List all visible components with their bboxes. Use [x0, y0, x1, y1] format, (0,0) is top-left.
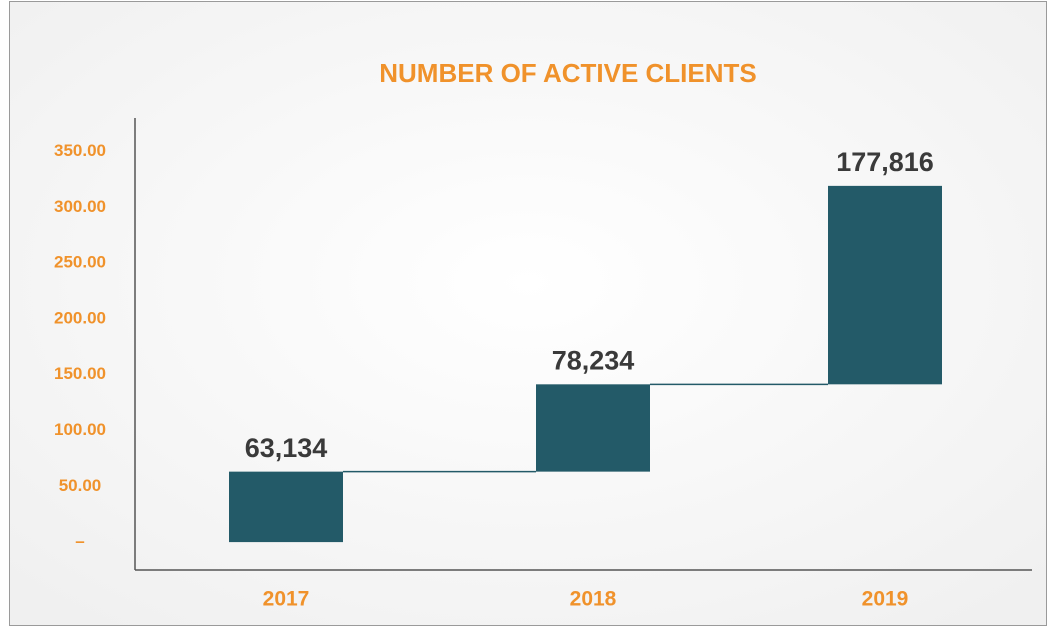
data-label: 177,816	[836, 147, 934, 177]
x-tick-label: 2019	[862, 588, 909, 611]
data-label: 78,234	[552, 345, 635, 375]
bar	[536, 384, 650, 472]
bar	[828, 185, 942, 385]
data-label: 63,134	[245, 433, 328, 463]
chart-title: NUMBER OF ACTIVE CLIENTS	[379, 58, 756, 88]
y-tick-label: 150.00	[54, 364, 106, 383]
x-tick-label: 2017	[263, 588, 310, 611]
x-tick-label: 2018	[570, 588, 617, 611]
y-tick-label: 50.00	[59, 476, 102, 495]
y-tick-label: 100.00	[54, 420, 106, 439]
y-tick-label: 250.00	[54, 253, 106, 272]
y-tick-label: –	[75, 532, 84, 551]
y-tick-label: 200.00	[54, 308, 106, 327]
y-tick-label: 350.00	[54, 141, 106, 160]
y-tick-label: 300.00	[54, 197, 106, 216]
bar	[229, 471, 343, 543]
